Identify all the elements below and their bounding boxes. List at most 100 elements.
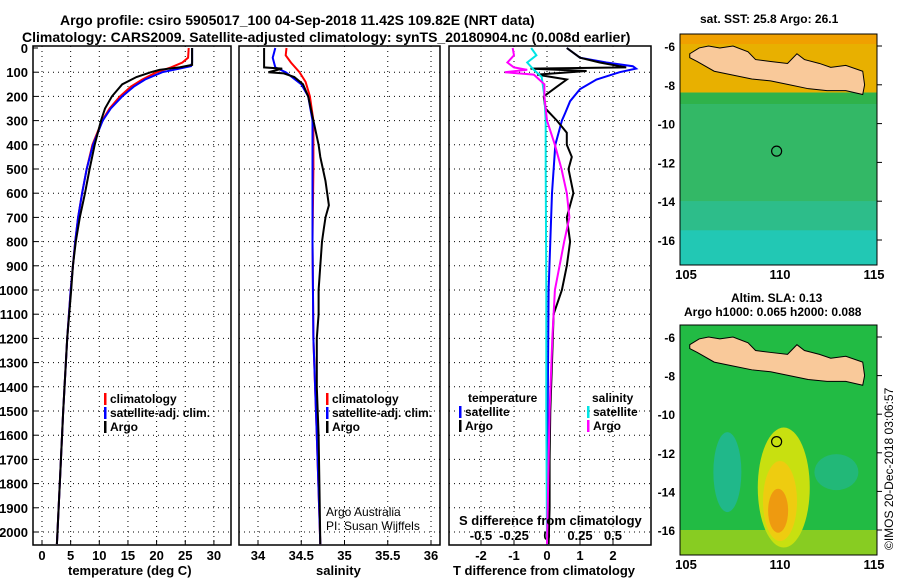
depth-tick-label: 500 [6,162,28,177]
sla-low-anomaly [713,432,742,513]
salinity-line-Argo [263,48,330,545]
x-tick-label: -2 [475,548,487,563]
x-tick-label: 1 [576,548,583,563]
x-tick-label: 34 [251,548,266,563]
lon-tick-label: 115 [864,267,885,282]
sla-map-subtitle: Argo h1000: 0.065 h2000: 0.088 [684,305,862,319]
diff-legend-s-label: Argo [593,419,621,433]
salinity-legend-swatch [326,393,329,405]
depth-tick-label: 1300 [0,356,28,371]
lat-tick-label: -14 [658,195,676,209]
x-tick-label: 0 [543,548,550,563]
lat-tick-label: -16 [658,524,676,538]
temperature-legend-swatch [104,421,107,433]
salinity-xlabel: salinity [316,563,361,578]
sdiff-tick-label: -0.25 [499,528,529,543]
temperature-line-satellite-adj-clim- [55,48,194,545]
depth-tick-label: 900 [6,259,28,274]
diff-legend-s-swatch [587,420,590,432]
sst-warm-band [680,34,877,44]
sst-map [679,33,878,266]
lat-tick-label: -16 [658,234,676,248]
sdiff-tick-label: 0.25 [567,528,592,543]
salinity-legend-swatch [326,421,329,433]
depth-tick-label: 200 [6,89,28,104]
x-tick-label: 30 [207,548,221,563]
temperature-legend-swatch [104,393,107,405]
diff-legend-t-swatch [459,406,462,418]
imos-credit: ©IMOS 20-Dec-2018 03:06:57 [882,387,896,550]
x-tick-label: 36 [424,548,438,563]
lon-tick-label: 110 [770,267,791,282]
depth-tick-label: 1400 [0,380,28,395]
sdiff-xlabel: S difference from climatology [459,513,642,528]
temperature-legend-label: satellite-adj. clim. [110,406,210,420]
annotation-argo-australia: Argo Australia [326,505,401,519]
tdiff-xlabel: T difference from climatology [453,563,636,578]
depth-tick-label: 600 [6,186,28,201]
plot-frame-temperature [32,45,232,546]
sla-map [679,324,878,556]
x-tick-label: 35.5 [375,548,400,563]
x-tick-label: -1 [508,548,520,563]
x-tick-label: 15 [121,548,135,563]
diff-legend-t-label: satellite [465,405,510,419]
sdiff-tick-label: 0.5 [604,528,622,543]
lat-tick-label: -6 [664,331,675,345]
temperature-legend-label: climatology [110,392,177,406]
depth-tick-label: 700 [6,210,28,225]
lat-tick-label: -12 [658,447,676,461]
sla-high-anomaly [768,488,789,533]
x-tick-label: 5 [67,548,74,563]
depth-tick-label: 1600 [0,428,28,443]
diff-legend-t-label: Argo [465,419,493,433]
lon-tick-label: 115 [864,557,885,572]
temperature-xlabel: temperature (deg C) [68,563,192,578]
depth-tick-label: 1000 [0,283,28,298]
lat-tick-label: -10 [658,408,676,422]
sst-argo-marker [771,145,783,157]
lat-tick-label: -8 [664,79,675,93]
x-tick-label: 34.5 [289,548,314,563]
sst-band [680,92,877,105]
lat-tick-label: -8 [664,370,675,384]
depth-tick-label: 800 [6,235,28,250]
diff-line-S-Argo [504,47,571,545]
temperature-line-Argo [55,48,194,545]
depth-tick-label: 1100 [0,307,28,322]
plot-frame-difference [448,45,652,546]
depth-tick-label: 1800 [0,477,28,492]
sdiff-tick-label: -0.5 [470,528,492,543]
lon-tick-label: 110 [770,557,791,572]
title-line-1: Argo profile: csiro 5905017_100 04-Sep-2… [60,12,535,28]
sst-band [680,201,877,231]
salinity-legend-label: climatology [332,392,399,406]
depth-tick-label: 1700 [0,452,28,467]
diff-legend-salinity-title: salinity [592,391,634,405]
diff-line-T-satellite [546,47,639,545]
diff-legend-temperature-title: temperature [468,391,538,405]
sst-land-java [689,45,866,96]
lon-tick-label: 105 [675,557,697,572]
title-line-2: Climatology: CARS2009. Satellite-adjuste… [22,29,631,45]
depth-tick-label: 1500 [0,404,28,419]
salinity-legend-swatch [326,407,329,419]
diff-legend-t-swatch [459,420,462,432]
depth-tick-label: 2000 [0,525,28,540]
plot-frame-salinity [238,45,441,546]
depth-tick-label: 0 [21,41,28,56]
temperature-line-climatology [55,47,190,545]
diff-legend-s-label: satellite [593,405,638,419]
x-tick-label: 35 [337,548,351,563]
sst-field [680,34,877,265]
sst-band [680,104,877,202]
temperature-legend-label: Argo [110,420,138,434]
annotation-pi: PI: Susan Wijffels [326,519,420,533]
x-tick-label: 0 [38,548,45,563]
x-tick-label: 2 [609,548,616,563]
sla-map-title: Altim. SLA: 0.13 [731,291,823,305]
diff-line-S-satellite [525,47,548,545]
salinity-line-climatology [284,47,322,545]
sla-map-frame [679,324,878,556]
